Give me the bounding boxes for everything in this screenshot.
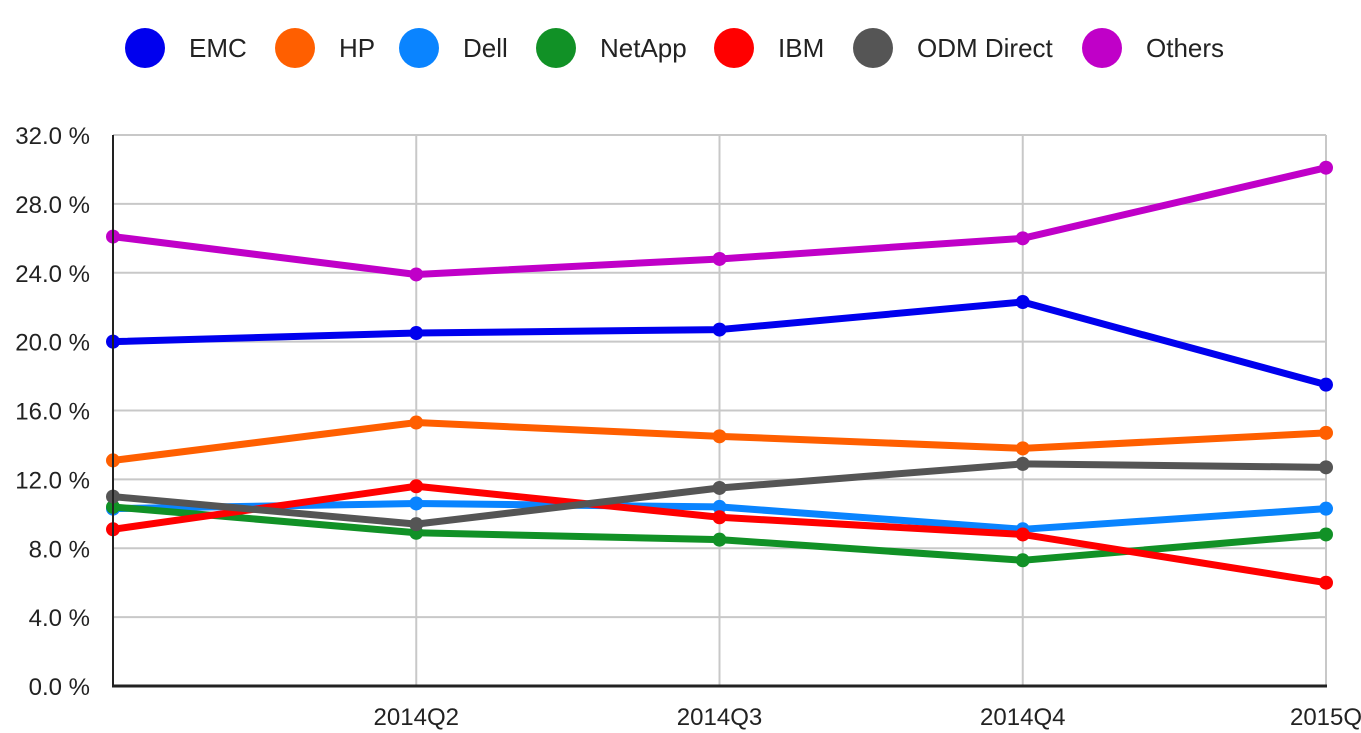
axes (112, 135, 1327, 688)
data-point-ibm (712, 510, 727, 525)
legend-item-emc: EMC (125, 26, 247, 70)
data-point-odm-direct (1319, 460, 1333, 475)
y-tick-label: 28.0 % (15, 192, 90, 219)
data-point-others (1319, 160, 1333, 175)
y-tick-label: 12.0 % (15, 467, 90, 494)
series-hp (106, 415, 1333, 468)
data-point-hp (712, 429, 727, 444)
y-tick-label: 8.0 % (29, 536, 90, 563)
legend-swatch (714, 28, 754, 68)
data-point-dell (1319, 501, 1333, 516)
legend-swatch (275, 28, 315, 68)
x-tick-label: 2015Q (1290, 704, 1361, 731)
series-emc (106, 295, 1333, 392)
series-ibm (106, 479, 1333, 590)
data-point-dell (712, 499, 727, 514)
x-tick-label: 2014Q3 (677, 704, 762, 731)
legend-label: NetApp (600, 32, 687, 63)
legend-item-netapp: NetApp (536, 26, 687, 70)
data-point-hp (1015, 441, 1030, 456)
gridlines (113, 134, 1327, 686)
data-point-others (1015, 231, 1030, 246)
x-tick-label: 2014Q4 (980, 704, 1065, 731)
legend-swatch (536, 28, 576, 68)
data-point-netapp (1015, 553, 1030, 568)
tick-labels: 0.0 % 4.0 % 8.0 % 12.0 % 16.0 % 20.0 % 24.0 % 2… (15, 123, 1361, 731)
y-tick-label: 4.0 % (29, 605, 90, 632)
data-point-emc (712, 322, 727, 337)
legend-label: ODM Direct (917, 32, 1053, 63)
data-point-others (409, 267, 424, 282)
legend-label: Dell (463, 32, 508, 63)
series-others (106, 160, 1333, 282)
data-point-others (712, 251, 727, 266)
data-point-emc (1015, 295, 1030, 310)
legend-label: EMC (189, 32, 247, 63)
data-point-netapp (712, 532, 727, 547)
legend-swatch (853, 28, 893, 68)
data-point-ibm (1015, 527, 1030, 542)
legend-item-hp: HP (275, 26, 375, 70)
y-tick-label: 32.0 % (15, 123, 90, 150)
data-point-dell (409, 496, 424, 511)
legend-swatch (399, 28, 439, 68)
data-point-emc (1319, 377, 1333, 392)
data-point-hp (409, 415, 424, 430)
legend-item-ibm: IBM (714, 26, 824, 70)
data-point-netapp (1319, 527, 1333, 542)
y-tick-label: 0.0 % (29, 674, 90, 701)
legend-label: HP (339, 32, 376, 63)
legend-item-dell: Dell (399, 26, 508, 70)
y-tick-label: 24.0 % (15, 261, 90, 288)
legend-label: IBM (778, 32, 825, 63)
data-point-ibm (1319, 575, 1333, 590)
legend-swatch (1082, 28, 1122, 68)
data-point-odm-direct (1015, 456, 1030, 471)
series-group (106, 160, 1333, 590)
legend-swatch (125, 28, 165, 68)
y-tick-label: 16.0 % (15, 399, 90, 426)
chart-legend: EMC HP Dell NetApp IBM ODM Direct Others (0, 26, 1361, 70)
data-point-emc (409, 326, 424, 341)
data-point-ibm (409, 479, 424, 494)
legend-label: Others (1146, 32, 1225, 63)
series-odm-direct (106, 456, 1333, 532)
data-point-odm-direct (409, 517, 424, 532)
data-point-hp (1319, 425, 1333, 440)
y-tick-label: 20.0 % (15, 330, 90, 357)
data-point-odm-direct (712, 480, 727, 495)
legend-item-odm-direct: ODM Direct (853, 26, 1053, 70)
legend-item-others: Others (1082, 26, 1224, 70)
x-tick-label: 2014Q2 (374, 704, 459, 731)
